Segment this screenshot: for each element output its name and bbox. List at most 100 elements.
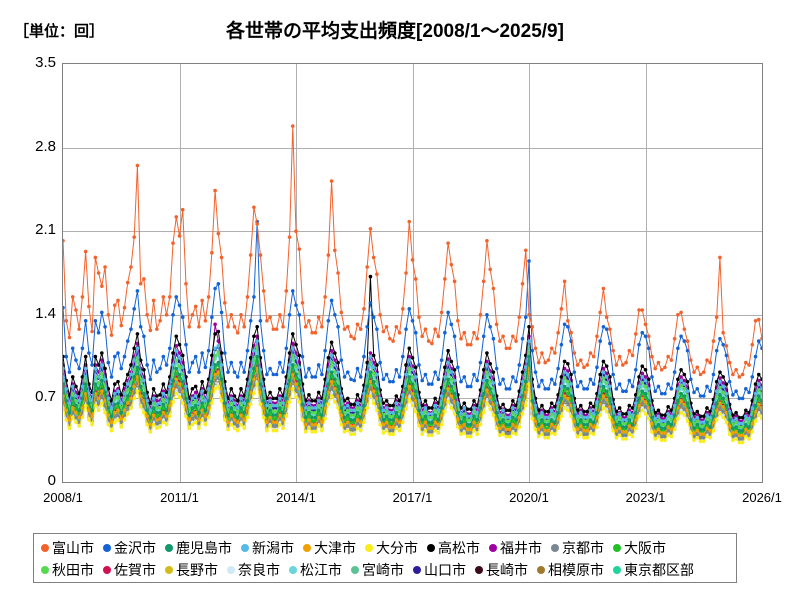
legend-label: 佐賀市: [114, 562, 156, 578]
data-point: [488, 267, 492, 272]
data-point: [692, 421, 696, 426]
data-point: [281, 324, 285, 329]
data-point: [384, 372, 389, 377]
data-point: [679, 403, 683, 408]
data-point: [475, 432, 480, 437]
data-point: [575, 427, 580, 432]
data-point: [358, 415, 363, 420]
data-point: [504, 427, 509, 432]
data-point: [223, 301, 227, 305]
data-point: [148, 430, 153, 434]
data-point: [261, 377, 266, 382]
data-point: [384, 428, 389, 433]
data-point: [333, 313, 337, 317]
chart-title: 各世帯の平均支出頻度[2008/1〜2025/9]: [0, 16, 800, 43]
data-point: [70, 375, 75, 379]
data-point: [540, 378, 544, 383]
data-point: [274, 424, 279, 428]
data-point: [420, 378, 425, 383]
data-point: [705, 358, 709, 362]
legend-item[interactable]: 金沢市: [103, 541, 156, 555]
data-point: [698, 424, 703, 428]
data-point: [501, 427, 505, 432]
data-point: [164, 390, 169, 395]
legend-item[interactable]: 高松市: [427, 541, 480, 555]
data-point: [546, 436, 551, 440]
data-point: [701, 414, 706, 419]
data-point: [446, 360, 450, 365]
data-point: [426, 339, 431, 343]
legend-item[interactable]: 大津市: [303, 541, 356, 555]
data-point: [676, 398, 680, 403]
legend-item[interactable]: 松江市: [289, 563, 342, 577]
data-point: [562, 359, 567, 364]
data-point: [643, 400, 648, 404]
data-point: [368, 370, 373, 374]
data-point: [426, 420, 431, 425]
data-point: [310, 426, 314, 431]
data-point: [452, 378, 457, 383]
data-point: [446, 357, 450, 361]
data-point: [397, 330, 402, 335]
data-point: [281, 401, 285, 405]
data-point: [365, 370, 369, 374]
data-point: [203, 318, 208, 323]
legend-item[interactable]: 東京都区部: [613, 563, 694, 577]
data-point: [125, 339, 130, 343]
data-point: [187, 370, 192, 374]
legend-item[interactable]: 大阪市: [613, 541, 666, 555]
legend-item[interactable]: 相模原市: [537, 563, 604, 577]
data-point: [553, 432, 557, 437]
data-point: [656, 418, 661, 422]
data-point: [614, 422, 619, 427]
data-point: [721, 404, 725, 409]
data-point: [112, 410, 117, 415]
legend-item[interactable]: 長野市: [165, 563, 218, 577]
data-point: [747, 430, 751, 434]
data-point: [161, 410, 166, 415]
data-point: [459, 425, 463, 429]
legend-item[interactable]: 奈良市: [227, 563, 280, 577]
data-point: [488, 400, 492, 404]
data-point: [511, 375, 515, 379]
legend-marker-icon: [365, 544, 373, 552]
legend-item[interactable]: 鹿児島市: [165, 541, 232, 555]
data-point: [329, 348, 334, 353]
data-point: [307, 414, 311, 419]
legend-item[interactable]: 京都市: [551, 541, 604, 555]
data-point: [611, 428, 615, 433]
gridline-vertical: [413, 64, 414, 482]
data-point: [475, 336, 480, 341]
data-point: [588, 418, 593, 422]
data-point: [591, 432, 596, 437]
data-point: [290, 332, 295, 336]
data-point: [229, 313, 234, 317]
legend-item[interactable]: 秋田市: [41, 563, 94, 577]
legend-item[interactable]: 新潟市: [241, 541, 294, 555]
legend-item[interactable]: 佐賀市: [103, 563, 156, 577]
data-point: [125, 401, 130, 405]
data-point: [329, 379, 334, 384]
data-point: [621, 421, 625, 426]
legend-item[interactable]: 山口市: [413, 563, 466, 577]
data-point: [475, 378, 480, 383]
data-point: [514, 418, 518, 422]
data-point: [663, 438, 667, 443]
data-point: [258, 402, 263, 407]
data-point: [303, 406, 308, 410]
data-point: [342, 375, 347, 379]
legend-label: 東京都区部: [624, 562, 694, 578]
data-point: [501, 424, 505, 428]
data-point: [103, 377, 107, 382]
data-point: [155, 406, 159, 410]
legend-item[interactable]: 宮崎市: [351, 563, 404, 577]
data-point: [514, 403, 518, 408]
legend-item[interactable]: 富山市: [41, 541, 94, 555]
legend-item[interactable]: 長崎市: [475, 563, 528, 577]
legend-item[interactable]: 福井市: [489, 541, 542, 555]
data-point: [167, 414, 172, 419]
legend-item[interactable]: 大分市: [365, 541, 418, 555]
data-point: [578, 410, 583, 415]
data-point: [345, 420, 350, 425]
